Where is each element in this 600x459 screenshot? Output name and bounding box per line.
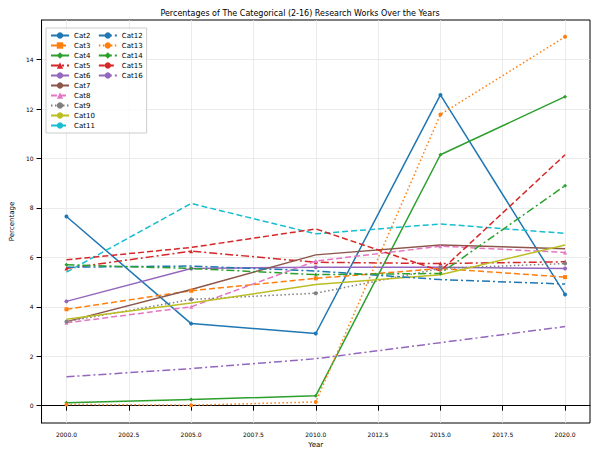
svg-text:6: 6 xyxy=(30,254,34,261)
svg-text:Cat9: Cat9 xyxy=(74,102,90,110)
svg-text:Cat8: Cat8 xyxy=(74,92,90,100)
svg-text:Cat6: Cat6 xyxy=(74,72,91,80)
svg-text:2002.5: 2002.5 xyxy=(118,431,139,438)
svg-text:2015.0: 2015.0 xyxy=(430,431,451,438)
svg-text:2020.0: 2020.0 xyxy=(555,431,576,438)
svg-text:Percentage: Percentage xyxy=(8,202,16,241)
svg-text:4: 4 xyxy=(30,303,34,310)
svg-text:Year: Year xyxy=(307,441,323,449)
svg-text:2000.0: 2000.0 xyxy=(56,431,77,438)
svg-text:Cat11: Cat11 xyxy=(74,122,95,130)
svg-text:2010.0: 2010.0 xyxy=(305,431,326,438)
svg-text:14: 14 xyxy=(26,56,34,63)
svg-text:2007.5: 2007.5 xyxy=(243,431,264,438)
svg-text:Cat15: Cat15 xyxy=(122,62,143,70)
svg-text:12: 12 xyxy=(26,106,34,113)
svg-text:2017.5: 2017.5 xyxy=(492,431,513,438)
svg-text:Cat16: Cat16 xyxy=(122,72,143,80)
svg-text:2005.0: 2005.0 xyxy=(181,431,202,438)
svg-text:Cat2: Cat2 xyxy=(74,32,90,40)
svg-text:2012.5: 2012.5 xyxy=(368,431,389,438)
svg-text:Percentages of The Categorical: Percentages of The Categorical (2-16) Re… xyxy=(160,9,439,18)
svg-text:Cat7: Cat7 xyxy=(74,82,90,90)
svg-text:Cat13: Cat13 xyxy=(122,42,143,50)
svg-text:Cat3: Cat3 xyxy=(74,42,90,50)
svg-text:8: 8 xyxy=(30,204,34,211)
svg-text:Cat5: Cat5 xyxy=(74,62,90,70)
svg-text:Cat10: Cat10 xyxy=(74,112,95,120)
svg-text:Cat12: Cat12 xyxy=(122,32,143,40)
svg-text:0: 0 xyxy=(30,402,34,409)
svg-text:10: 10 xyxy=(26,155,34,162)
svg-text:2: 2 xyxy=(30,353,34,360)
svg-text:Cat14: Cat14 xyxy=(122,52,143,60)
svg-text:Cat4: Cat4 xyxy=(74,52,91,60)
